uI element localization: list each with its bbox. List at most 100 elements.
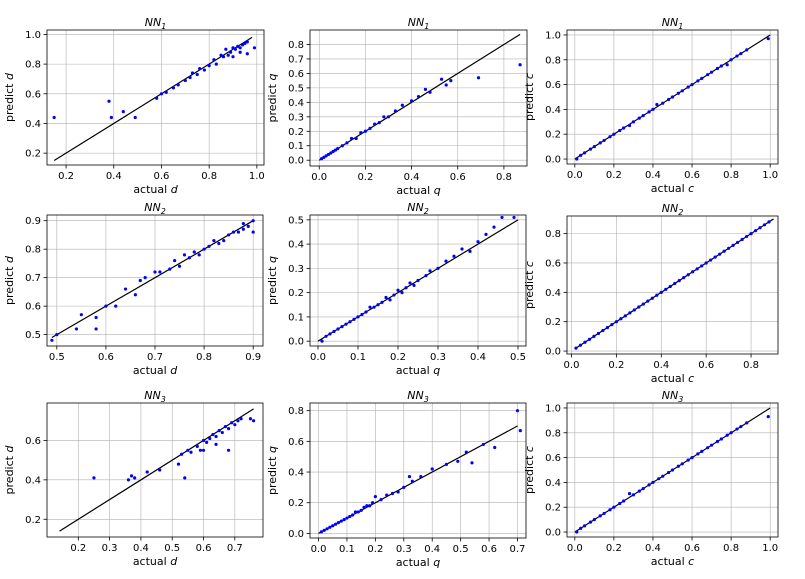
plot-title: NN2 (144, 201, 166, 216)
data-point (340, 144, 344, 148)
plot-title-text: NN (144, 201, 160, 214)
data-point (107, 99, 111, 103)
data-point (731, 243, 735, 247)
x-tick-label: 1.0 (762, 170, 778, 181)
data-point (631, 120, 636, 124)
y-tick-label: 0.0 (288, 337, 304, 348)
x-tick-label: 0.8 (743, 360, 759, 371)
data-point (612, 132, 616, 136)
plot-title: NN3 (407, 389, 429, 404)
y-tick-label: 0.1 (288, 141, 304, 152)
data-point (221, 55, 226, 59)
x-tick-label: 0.1 (350, 352, 366, 363)
data-point (207, 244, 211, 248)
data-point (176, 83, 180, 87)
x-axis-variable: q (434, 184, 441, 197)
data-point (155, 96, 159, 100)
data-point (637, 489, 641, 493)
data-point (344, 322, 348, 326)
data-point (749, 232, 753, 236)
x-axis-label-text: actual (651, 372, 688, 385)
y-tick-label: 0.0 (288, 529, 304, 540)
data-point (444, 462, 449, 466)
data-point (745, 421, 749, 425)
data-point (766, 37, 770, 41)
data-point (666, 470, 671, 475)
data-point (241, 227, 245, 231)
data-point (428, 269, 432, 273)
plot-title-subscript: 3 (678, 395, 683, 404)
data-point (651, 480, 655, 485)
data-point (322, 155, 326, 159)
data-point (610, 323, 614, 327)
data-point (628, 311, 632, 315)
data-point (339, 519, 343, 523)
data-point (686, 458, 690, 462)
data-point (376, 303, 380, 307)
data-point (619, 317, 623, 321)
y-tick-label: 1.0 (545, 30, 561, 41)
y-axis-label: predict q (266, 74, 279, 123)
data-point (195, 72, 199, 77)
data-point (229, 50, 233, 54)
x-tick-label: 0.0 (310, 352, 326, 363)
data-point (252, 46, 257, 50)
data-point (727, 246, 731, 250)
data-point (484, 232, 488, 237)
data-point (236, 419, 240, 423)
data-point (637, 116, 641, 120)
data-point (353, 510, 358, 514)
y-tick-label: 0.2 (545, 130, 561, 141)
x-tick-label: 1.0 (249, 171, 265, 182)
data-point (319, 157, 324, 161)
x-axis-variable: d (171, 183, 179, 196)
x-tick-label: 0.5 (164, 543, 180, 554)
x-tick-label: 0.2 (390, 352, 406, 363)
data-point (345, 516, 349, 520)
data-point (424, 274, 428, 278)
data-point (226, 427, 231, 431)
data-point (409, 99, 414, 103)
y-axis-label: predict c (523, 261, 536, 309)
y-tick-label: 0.6 (545, 258, 561, 269)
y-axis-label-text: predict (266, 81, 279, 123)
data-point (171, 86, 175, 90)
data-point (129, 474, 134, 478)
data-point (224, 47, 228, 51)
data-point (328, 525, 332, 529)
data-point (349, 136, 354, 141)
x-axis-label: actual q (396, 556, 440, 569)
scatter-plot-5: 0.0 0.1 0.2 0.3 0.4 0.5 0.0 0.1 0.2 0.3 0.4 0.5 NN2 a… (266, 201, 527, 377)
data-point (360, 312, 364, 317)
data-point (188, 75, 192, 80)
x-tick-label: 0.6 (196, 543, 212, 554)
data-point (173, 258, 177, 263)
scatter-plot-8: 0.0 0.1 0.2 0.3 0.4 0.5 0.6 0.7 0.0 0.2 0.4 0.6 0.8 N… (266, 389, 527, 569)
data-point (718, 252, 722, 256)
data-point (622, 499, 626, 503)
y-axis-label: predict q (266, 446, 279, 495)
y-tick-label: 0.7 (25, 273, 41, 284)
data-point (704, 261, 708, 265)
data-point (214, 442, 218, 446)
data-point (94, 315, 98, 320)
data-point (368, 305, 372, 309)
identity-line (318, 425, 518, 534)
data-point (223, 425, 228, 429)
data-point (690, 455, 694, 460)
data-point (370, 501, 375, 505)
data-point (574, 346, 578, 350)
data-point (419, 475, 423, 479)
y-tick-label: 1.0 (25, 30, 41, 41)
x-axis-variable: c (688, 555, 694, 568)
x-axis-label-text: actual (396, 556, 433, 569)
data-point (133, 115, 137, 120)
plot-title: NN3 (144, 389, 166, 404)
data-point (627, 123, 632, 128)
data-point (470, 461, 474, 465)
data-point (657, 477, 661, 481)
data-point (219, 53, 223, 57)
data-point (202, 247, 206, 251)
data-point (79, 313, 83, 317)
